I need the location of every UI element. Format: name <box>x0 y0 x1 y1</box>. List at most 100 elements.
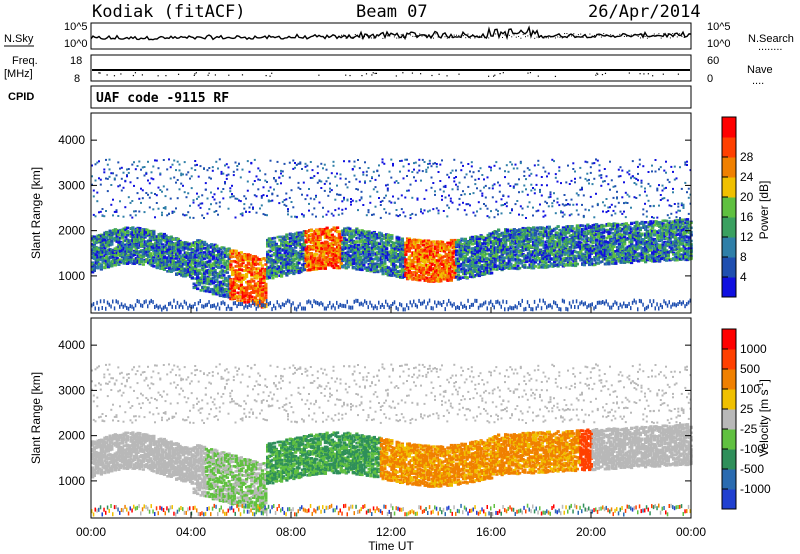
power-cell <box>179 164 181 166</box>
power-cell <box>250 296 253 299</box>
power-cell <box>324 183 326 185</box>
nsearch-point <box>442 34 443 35</box>
power-cell <box>116 211 118 213</box>
power-cell <box>376 306 378 310</box>
power-cell <box>285 205 287 207</box>
nave-point <box>165 75 166 76</box>
nave-point <box>446 75 447 76</box>
power-cell <box>229 187 231 189</box>
power-cell <box>284 163 286 165</box>
power-cell <box>196 287 199 290</box>
power-cell <box>334 209 336 211</box>
power-cell <box>100 179 102 181</box>
power-cell <box>112 199 114 201</box>
power-cell <box>207 303 209 307</box>
power-cell <box>245 273 248 276</box>
power-cell <box>369 202 371 204</box>
power-cell <box>105 159 107 161</box>
nsearch-point <box>463 35 464 36</box>
power-cell <box>319 236 322 239</box>
power-cell <box>306 165 308 167</box>
power-cell <box>387 184 389 186</box>
nsearch-point <box>449 37 450 38</box>
power-cell <box>161 212 163 214</box>
power-cell <box>270 186 272 188</box>
power-cell <box>200 280 203 283</box>
power-cell <box>273 240 276 243</box>
nsearch-point <box>652 36 653 37</box>
nsearch-point <box>465 37 466 38</box>
power-cell <box>312 304 314 308</box>
power-cell <box>117 234 120 237</box>
nave-point <box>595 75 596 76</box>
nave-trace <box>98 72 679 77</box>
power-cell <box>221 191 223 193</box>
power-cell <box>271 307 273 311</box>
nave-point <box>494 75 495 76</box>
power-cell <box>373 306 375 310</box>
power-cell <box>121 167 123 169</box>
nsearch-point <box>670 37 671 38</box>
nsearch-point <box>461 35 462 36</box>
power-cell <box>137 177 139 179</box>
power-cell <box>131 227 134 230</box>
power-cell <box>298 187 300 189</box>
power-cell <box>382 200 384 202</box>
power-cell <box>296 216 298 218</box>
nsearch-point <box>679 33 680 34</box>
power-cell <box>133 161 135 163</box>
nsearch-marker: ........ <box>758 41 782 53</box>
power-cell <box>401 303 403 307</box>
nave-point <box>196 72 197 73</box>
power-cell <box>294 240 297 243</box>
power-cell <box>366 269 369 272</box>
power-cell <box>98 211 100 213</box>
power-cell <box>378 197 380 199</box>
power-cell <box>280 257 283 260</box>
power-cell <box>100 299 102 303</box>
power-cell <box>292 160 294 162</box>
power-cell <box>357 209 359 211</box>
power-cell <box>177 301 179 305</box>
power-cell <box>142 255 145 258</box>
power-cell <box>390 237 393 240</box>
power-cell <box>158 208 160 210</box>
power-cell <box>390 177 392 179</box>
nsearch-point <box>433 38 434 39</box>
power-cell <box>110 265 113 268</box>
power-cell <box>359 181 361 183</box>
power-cell <box>380 262 383 265</box>
power-cell <box>158 306 160 310</box>
power-cell <box>319 257 322 260</box>
power-cell <box>142 189 144 191</box>
power-cell <box>247 305 249 309</box>
power-cell <box>201 304 203 308</box>
power-cell <box>324 164 326 166</box>
power-cell <box>315 253 318 256</box>
power-cell <box>105 307 107 311</box>
power-cell <box>196 193 198 195</box>
power-cell <box>261 264 264 267</box>
power-cell <box>401 194 403 196</box>
power-cell <box>152 265 155 268</box>
power-cell <box>133 210 135 212</box>
power-cell <box>193 305 195 309</box>
nsearch-point <box>359 37 360 38</box>
power-cell <box>305 241 308 244</box>
nsearch-point <box>366 35 367 36</box>
nsearch-point <box>541 35 542 36</box>
power-cell <box>291 303 293 307</box>
power-cell <box>222 259 225 262</box>
nsearch-point <box>520 38 521 39</box>
power-cell <box>259 170 261 172</box>
power-cell <box>250 203 252 205</box>
power-cell <box>369 301 371 305</box>
power-cell <box>263 213 265 215</box>
power-cell <box>399 302 401 306</box>
power-cell <box>135 244 138 247</box>
power-cell <box>259 300 261 304</box>
nsearch-point <box>504 34 505 35</box>
power-cell <box>368 209 370 211</box>
power-cell <box>107 190 109 192</box>
power-cell <box>196 247 199 250</box>
